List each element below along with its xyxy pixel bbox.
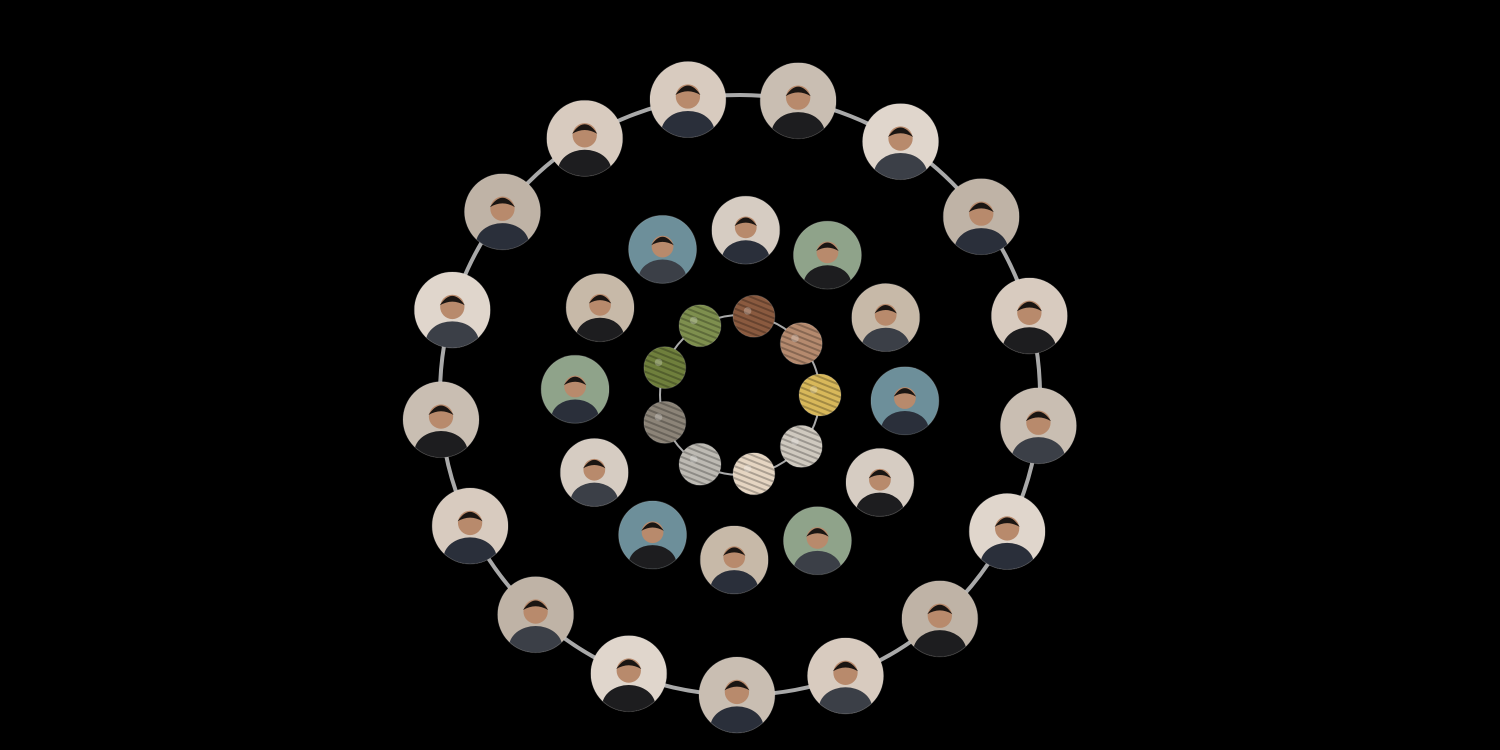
pale-fibers-icon bbox=[732, 452, 775, 495]
portrait-icon bbox=[558, 123, 612, 177]
inner-ring-node-9[interactable] bbox=[643, 341, 687, 394]
portrait-icon bbox=[771, 85, 825, 139]
portrait-icon bbox=[551, 375, 599, 424]
portrait-icon bbox=[628, 521, 677, 569]
outer-ring-node-8[interactable] bbox=[901, 580, 979, 672]
outer-ring-node-4[interactable] bbox=[942, 178, 1020, 270]
outer-ring-node-1[interactable] bbox=[649, 61, 727, 153]
outer-ring-node-9[interactable] bbox=[806, 637, 884, 729]
middle-ring-node-9[interactable] bbox=[559, 437, 629, 520]
outer-ring-node-3[interactable] bbox=[862, 103, 940, 195]
portrait-icon bbox=[710, 546, 759, 594]
portrait-icon bbox=[1011, 410, 1066, 464]
portrait-icon bbox=[661, 84, 715, 138]
outer-ring-node-11[interactable] bbox=[590, 635, 668, 727]
inner-ring-node-2[interactable] bbox=[732, 290, 776, 343]
portrait-icon bbox=[861, 303, 910, 352]
portrait-icon bbox=[570, 458, 619, 507]
middle-ring-node-3[interactable] bbox=[851, 283, 921, 366]
inner-ring-node-3[interactable] bbox=[779, 317, 823, 370]
outer-ring-node-14[interactable] bbox=[402, 381, 480, 473]
middle-ring-node-1[interactable] bbox=[711, 195, 781, 278]
inner-ring-node-4[interactable] bbox=[798, 369, 842, 422]
ring-nodes bbox=[402, 61, 1077, 748]
portrait-icon bbox=[1002, 300, 1056, 354]
middle-ring-node-11[interactable] bbox=[565, 273, 635, 356]
yellow-fibers-icon bbox=[799, 374, 841, 416]
middle-ring-node-5[interactable] bbox=[845, 447, 915, 530]
middle-ring-node-6[interactable] bbox=[782, 506, 852, 589]
portrait-icon bbox=[602, 658, 656, 712]
green-seeds-icon bbox=[679, 304, 721, 347]
portrait-icon bbox=[873, 126, 928, 180]
inner-ring-node-5[interactable] bbox=[779, 420, 823, 473]
twine-ball-icon bbox=[780, 425, 823, 468]
portrait-icon bbox=[818, 660, 873, 714]
outer-ring-node-2[interactable] bbox=[759, 62, 837, 154]
portrait-icon bbox=[509, 599, 563, 653]
portrait-icon bbox=[475, 196, 530, 250]
outer-ring-node-17[interactable] bbox=[546, 99, 624, 191]
portrait-icon bbox=[803, 241, 852, 290]
portrait-icon bbox=[721, 216, 770, 265]
inner-ring-node-6[interactable] bbox=[732, 447, 776, 500]
portrait-icon bbox=[913, 603, 967, 657]
outer-ring-node-10[interactable] bbox=[698, 656, 776, 748]
inner-ring-node-8[interactable] bbox=[643, 396, 687, 449]
middle-ring-node-12[interactable] bbox=[628, 214, 698, 297]
middle-ring-node-10[interactable] bbox=[540, 354, 610, 437]
brown-fibers-icon bbox=[732, 295, 775, 338]
middle-ring-node-2[interactable] bbox=[792, 220, 862, 303]
outer-ring-node-5[interactable] bbox=[990, 277, 1068, 369]
portrait-icon bbox=[576, 293, 624, 342]
portrait-icon bbox=[954, 201, 1008, 255]
outer-ring-node-7[interactable] bbox=[968, 492, 1046, 584]
coiled-rope-icon bbox=[643, 401, 686, 444]
outer-ring-node-15[interactable] bbox=[413, 271, 491, 363]
outer-ring-node-13[interactable] bbox=[431, 487, 509, 579]
inner-ring-node-1[interactable] bbox=[678, 299, 722, 352]
hand-with-fibers-icon bbox=[780, 322, 823, 365]
middle-ring-node-4[interactable] bbox=[870, 366, 940, 449]
portrait-icon bbox=[425, 294, 479, 348]
middle-ring-node-8[interactable] bbox=[618, 500, 688, 583]
portrait-icon bbox=[638, 235, 687, 284]
portrait-icon bbox=[793, 527, 842, 575]
portrait-icon bbox=[856, 468, 904, 517]
portrait-icon bbox=[443, 510, 497, 564]
portrait-icon bbox=[980, 516, 1034, 570]
outer-ring-node-6[interactable] bbox=[999, 387, 1077, 479]
green-fibers-icon bbox=[643, 346, 686, 389]
middle-ring-node-7[interactable] bbox=[699, 525, 769, 608]
outer-ring-node-12[interactable] bbox=[497, 576, 575, 668]
portrait-icon bbox=[710, 679, 764, 733]
outer-ring-node-16[interactable] bbox=[463, 173, 541, 265]
inner-ring-node-7[interactable] bbox=[678, 438, 722, 491]
grey-beads-icon bbox=[679, 443, 721, 486]
portrait-icon bbox=[881, 387, 929, 435]
portrait-icon bbox=[414, 404, 468, 458]
